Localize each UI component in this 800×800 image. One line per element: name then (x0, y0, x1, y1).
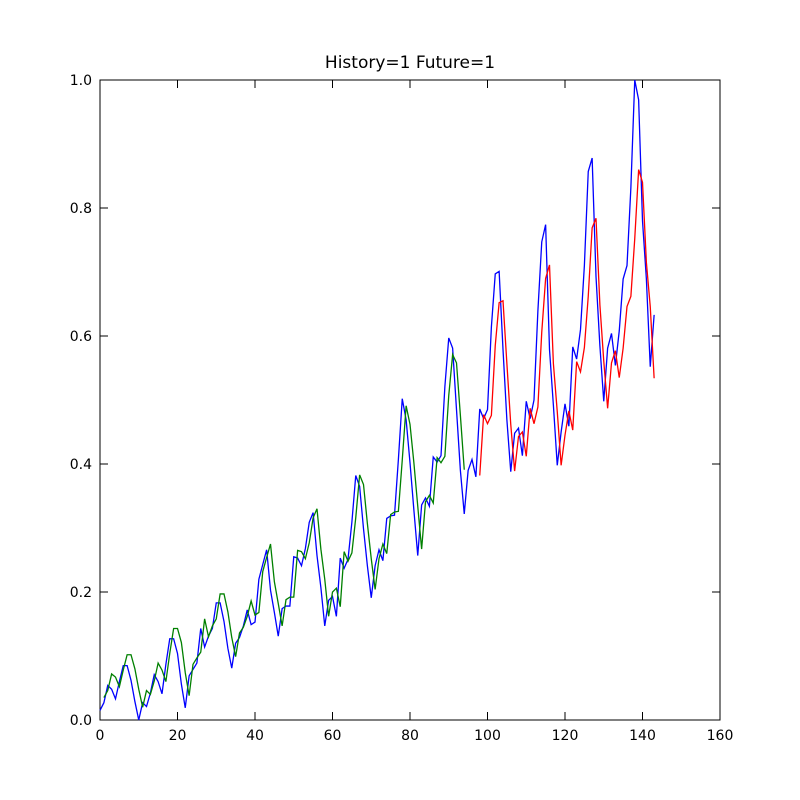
series-line (103, 352, 465, 708)
x-tick-label: 20 (169, 728, 187, 744)
y-tick-label: 0.4 (70, 457, 92, 473)
chart-title: History=1 Future=1 (325, 53, 495, 73)
x-tick-label: 120 (552, 728, 579, 744)
x-tick-label: 40 (246, 728, 264, 744)
x-tick-label: 160 (707, 728, 734, 744)
x-tick-label: 100 (474, 728, 501, 744)
x-tick-label: 80 (401, 728, 419, 744)
series-line (479, 169, 655, 476)
plot-frame (99, 79, 721, 721)
y-tick-label: 0.2 (70, 585, 92, 601)
x-tick-label: 0 (96, 728, 105, 744)
x-tick-label: 140 (629, 728, 656, 744)
y-tick-label: 0.6 (70, 329, 92, 345)
x-tick-label: 60 (324, 728, 342, 744)
y-tick-label: 0.8 (70, 201, 92, 217)
y-tick-label: 1.0 (70, 73, 92, 89)
y-tick-label: 0.0 (70, 713, 92, 729)
